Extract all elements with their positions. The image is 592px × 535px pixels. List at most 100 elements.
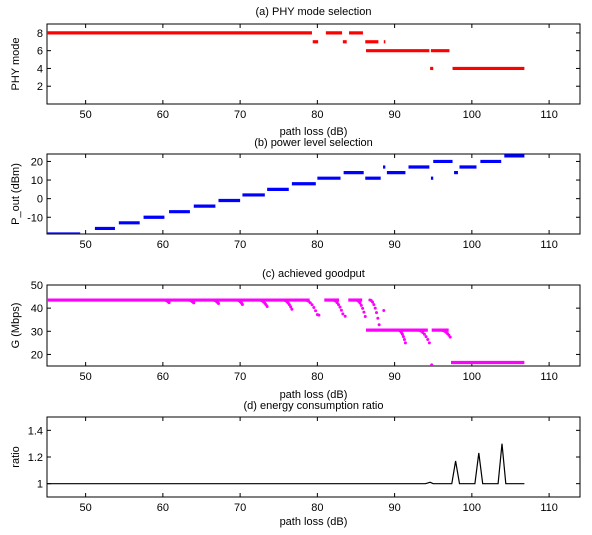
- x-tick-label: 100: [463, 109, 481, 121]
- data-point: [289, 305, 293, 309]
- chart-title: (c) achieved goodput: [262, 268, 365, 280]
- data-point: [192, 301, 196, 305]
- x-tick-label: 90: [388, 502, 400, 514]
- x-tick-label: 110: [540, 502, 558, 514]
- x-tick-label: 110: [540, 371, 558, 383]
- x-tick-label: 80: [311, 239, 323, 251]
- y-tick-label: 1.4: [28, 425, 43, 437]
- x-tick-label: 70: [234, 109, 246, 121]
- data-point: [339, 308, 343, 312]
- y-tick-label: 30: [31, 326, 43, 338]
- data-point: [372, 303, 376, 307]
- y-axis-label: PHY mode: [10, 38, 22, 91]
- x-tick-label: 70: [234, 239, 246, 251]
- data-point: [167, 301, 171, 305]
- y-tick-label: 1.2: [28, 452, 43, 464]
- y-tick-label: 50: [31, 280, 43, 292]
- data-point: [341, 312, 345, 316]
- data-point: [382, 308, 386, 312]
- axes-box: [46, 153, 581, 235]
- data-point: [310, 303, 314, 307]
- y-tick-label: 4: [37, 63, 43, 75]
- y-tick-label: 20: [31, 349, 43, 361]
- x-axis-label: path loss (dB): [280, 516, 348, 528]
- y-tick-label: 1: [37, 479, 43, 491]
- data-point: [426, 337, 430, 341]
- data-point: [308, 301, 312, 305]
- x-tick-label: 50: [79, 239, 91, 251]
- data-point: [343, 314, 347, 318]
- x-tick-label: 50: [79, 502, 91, 514]
- data-point: [314, 309, 318, 313]
- x-tick-label: 100: [463, 239, 481, 251]
- data-point: [362, 310, 366, 314]
- y-tick-label: 6: [37, 46, 43, 58]
- y-axis-label: G (Mbps): [10, 303, 22, 349]
- data-point: [448, 335, 452, 339]
- x-tick-label: 60: [157, 109, 169, 121]
- data-point: [403, 341, 407, 345]
- data-point: [361, 306, 365, 310]
- y-tick-label: 8: [37, 28, 43, 40]
- data-point: [338, 305, 342, 309]
- x-tick-label: 60: [157, 371, 169, 383]
- data-point: [424, 335, 428, 339]
- data-point: [430, 363, 434, 366]
- plot-area: [47, 298, 525, 366]
- chart-title: (a) PHY mode selection: [256, 6, 372, 18]
- data-point: [400, 332, 404, 336]
- chart-title: (b) power level selection: [254, 137, 373, 149]
- data-point: [375, 311, 379, 315]
- data-line: [47, 443, 525, 485]
- y-tick-label: -10: [27, 212, 43, 224]
- y-tick-label: 2: [37, 81, 43, 93]
- x-tick-label: 90: [388, 239, 400, 251]
- plot-area: [47, 443, 525, 485]
- x-tick-label: 90: [388, 371, 400, 383]
- x-tick-label: 50: [79, 109, 91, 121]
- panel-goodput: (c) achieved goodput 50 60 70 80 90 100 110 20 30…: [10, 268, 581, 401]
- data-point: [373, 306, 377, 310]
- x-tick-label: 100: [463, 371, 481, 383]
- data-point: [317, 313, 321, 317]
- data-point: [363, 314, 367, 318]
- data-point: [240, 302, 244, 306]
- x-tick-label: 110: [540, 109, 558, 121]
- data-point: [216, 302, 220, 306]
- data-point: [401, 335, 405, 339]
- data-point: [371, 300, 375, 304]
- x-tick-label: 80: [311, 502, 323, 514]
- y-tick-label: 40: [31, 303, 43, 315]
- y-tick-label: 20: [31, 156, 43, 168]
- data-point: [377, 323, 381, 327]
- x-tick-label: 50: [79, 371, 91, 383]
- plot-area: [47, 154, 525, 234]
- data-point: [422, 332, 426, 336]
- data-point: [290, 307, 294, 311]
- y-tick-label: 10: [31, 175, 43, 187]
- panel-phy-mode: (a) PHY mode selection 50 60 70 80 90 100 110 2 4…: [10, 6, 581, 138]
- chart-title: (d) energy consumption ratio: [243, 400, 383, 412]
- y-tick-label: 0: [37, 194, 43, 206]
- axes-box: [46, 23, 581, 105]
- data-point: [427, 341, 431, 345]
- data-point: [376, 316, 380, 320]
- y-axis-label: P_out (dBm): [10, 163, 22, 225]
- plot-area: [47, 31, 525, 71]
- x-tick-label: 70: [234, 502, 246, 514]
- data-point: [312, 305, 316, 309]
- data-point: [358, 301, 362, 305]
- x-tick-label: 100: [463, 502, 481, 514]
- x-tick-label: 80: [311, 371, 323, 383]
- x-axis-label: path loss (dB): [280, 126, 348, 138]
- data-point: [402, 337, 406, 341]
- x-axis-label: path loss (dB): [280, 389, 348, 401]
- panel-energy-ratio: (d) energy consumption ratio 50 60 70 80 90 10…: [10, 400, 581, 528]
- x-tick-label: 90: [388, 109, 400, 121]
- x-tick-label: 110: [540, 239, 558, 251]
- y-axis-label: ratio: [10, 446, 22, 467]
- axes-box: [46, 416, 581, 498]
- axes-box: [46, 284, 581, 367]
- data-point: [265, 305, 269, 309]
